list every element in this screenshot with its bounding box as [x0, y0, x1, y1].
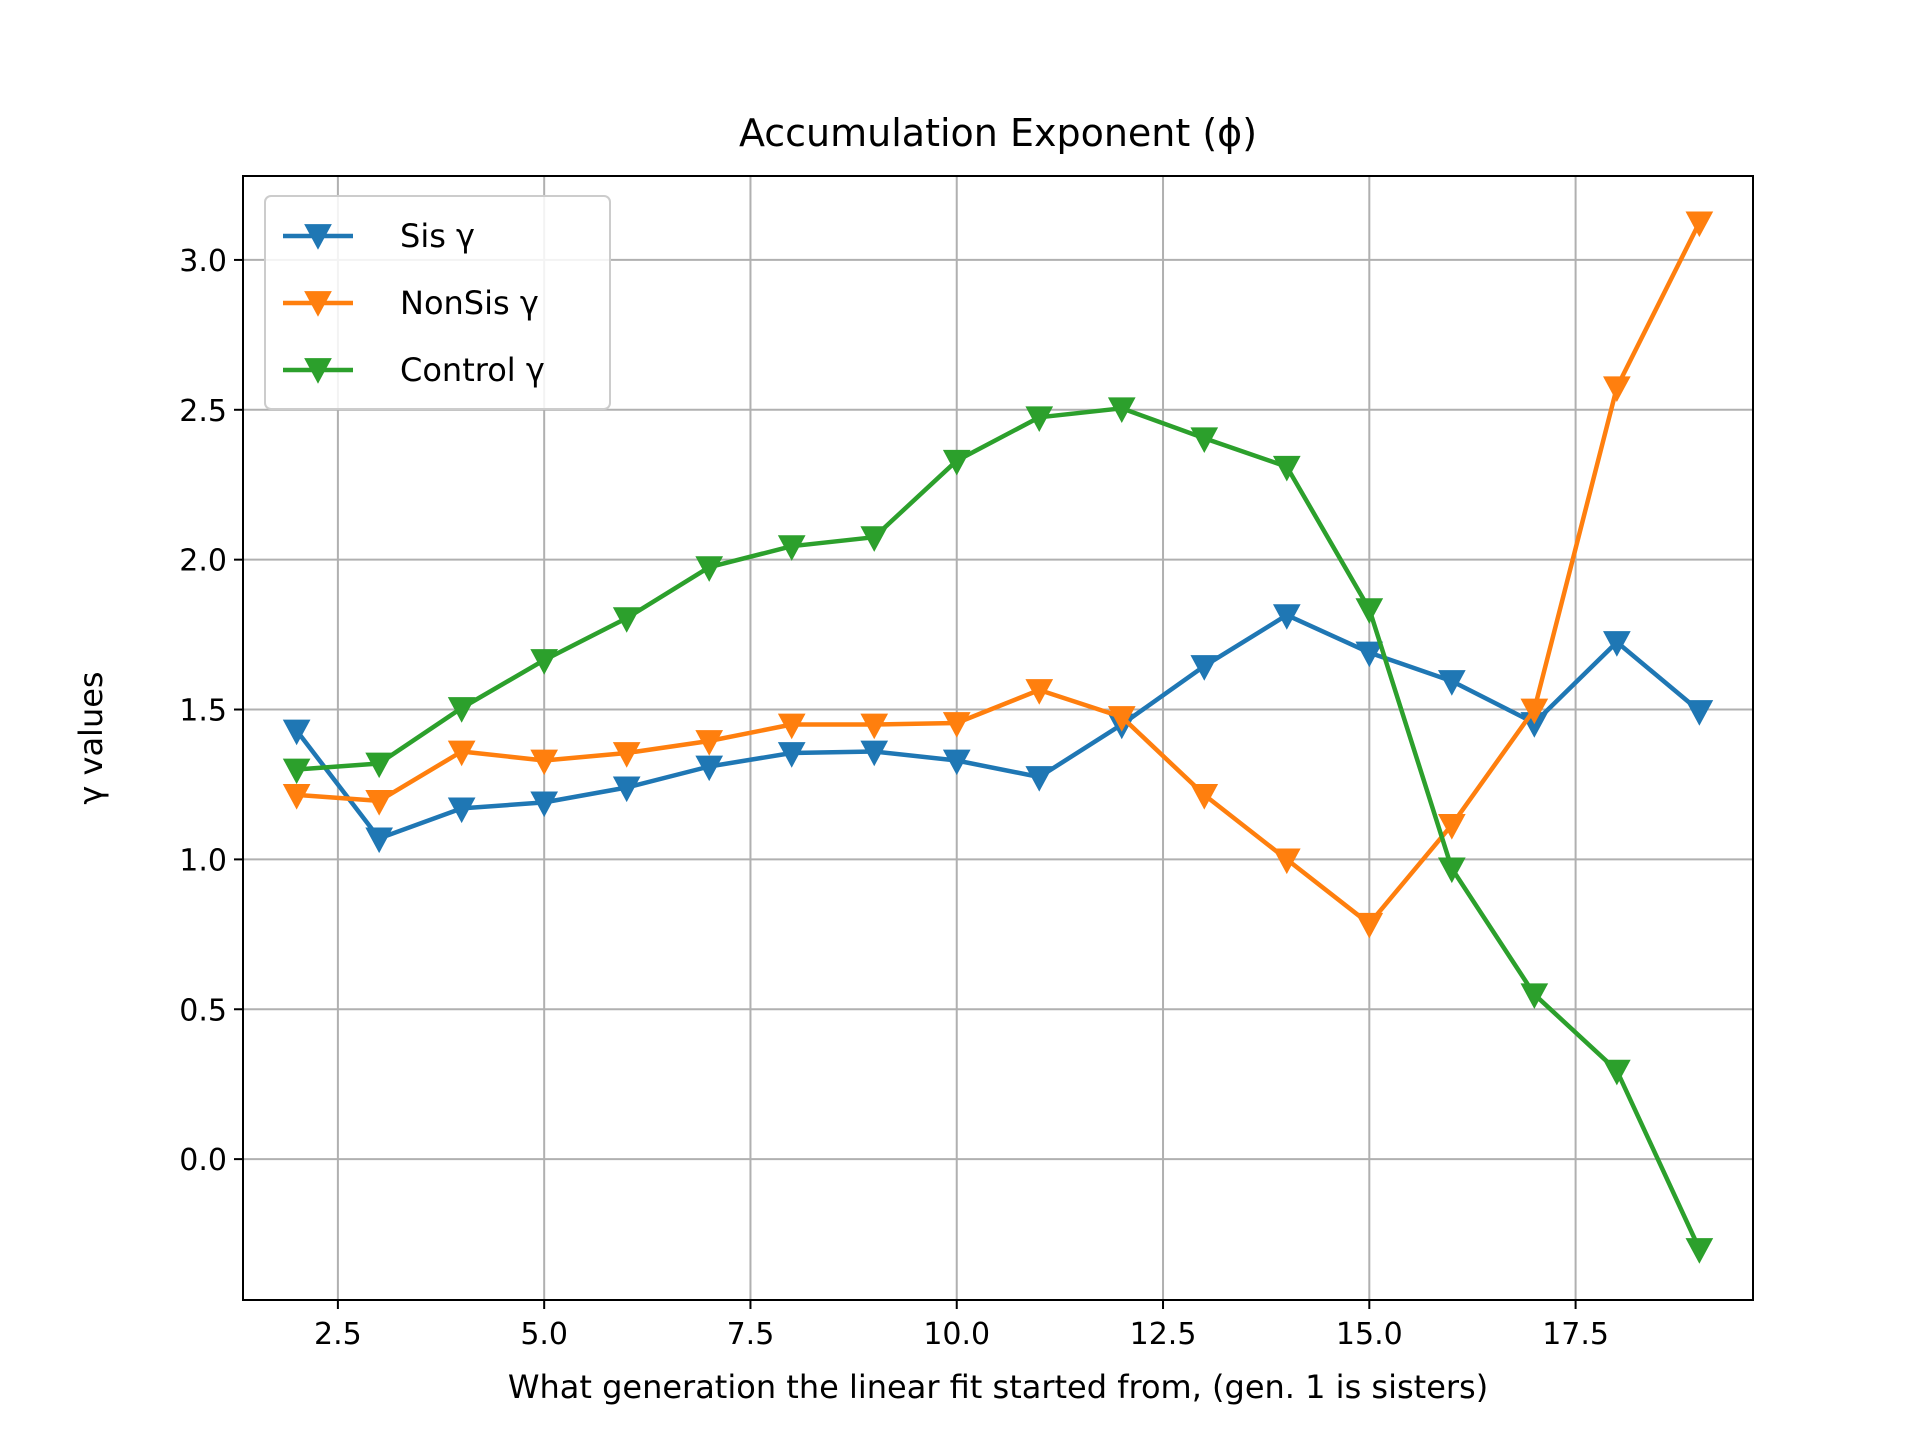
- x-tick-label: 15.0: [1336, 1317, 1403, 1352]
- data-point-marker: [1190, 427, 1219, 453]
- data-point-marker: [1685, 1238, 1714, 1264]
- plot-frame: [242, 175, 1754, 1301]
- series-2: [282, 211, 1714, 939]
- x-tick-label: 2.5: [314, 1317, 362, 1352]
- data-point-marker: [1272, 604, 1301, 630]
- y-tick-label: 1.0: [179, 843, 227, 878]
- data-point-marker: [530, 791, 559, 818]
- legend-marker: [304, 224, 332, 250]
- data-point-marker: [365, 790, 393, 816]
- data-point-marker: [282, 719, 311, 746]
- legend-marker: [304, 358, 332, 384]
- data-point-marker: [1355, 598, 1384, 624]
- data-point-marker: [695, 755, 724, 782]
- series-3: [282, 397, 1714, 1264]
- data-point-marker: [447, 740, 476, 767]
- y-tick-label: 0.5: [179, 993, 227, 1028]
- data-point-marker: [1272, 455, 1301, 482]
- data-point-marker: [447, 697, 476, 723]
- data-point-marker: [1355, 641, 1384, 668]
- data-point-marker: [365, 827, 393, 854]
- legend-label: Control γ: [400, 351, 545, 389]
- series-line: [294, 612, 1701, 841]
- data-point-marker: [282, 758, 311, 785]
- data-point-marker: [1520, 698, 1549, 725]
- data-point-marker: [1190, 655, 1219, 681]
- data-point-marker: [942, 712, 971, 738]
- data-point-marker: [1603, 1059, 1631, 1086]
- legend-box: [264, 195, 611, 410]
- data-point-marker: [612, 607, 641, 633]
- x-tick-label: 10.0: [923, 1317, 990, 1352]
- x-tick-label: 7.5: [727, 1317, 775, 1352]
- data-point-marker: [612, 776, 641, 803]
- data-point-marker: [860, 740, 889, 767]
- x-axis: 2.5 5.0 7.5 10.0 12.5 15.0 17.5: [314, 1300, 1609, 1352]
- data-point-marker: [777, 742, 806, 768]
- data-point-marker: [282, 784, 311, 810]
- data-point-marker: [695, 556, 724, 582]
- legend-item: Control γ: [283, 351, 545, 389]
- data-point-marker: [1025, 766, 1054, 792]
- data-point-marker: [1190, 784, 1219, 810]
- series-layer: [282, 211, 1714, 1264]
- x-tick-label: 5.0: [520, 1317, 568, 1352]
- x-axis-label: What generation the linear fit started f…: [508, 1368, 1488, 1406]
- data-point-marker: [1437, 814, 1466, 840]
- data-point-marker: [860, 526, 889, 552]
- x-tick-label: 17.5: [1542, 1317, 1609, 1352]
- data-point-marker: [1025, 679, 1054, 705]
- data-point-marker: [695, 730, 724, 756]
- data-point-marker: [1025, 406, 1054, 432]
- data-point-marker: [942, 749, 971, 776]
- data-point-marker: [1685, 700, 1714, 726]
- data-point-marker: [530, 749, 559, 776]
- data-point-marker: [365, 752, 393, 779]
- data-point-marker: [777, 713, 806, 740]
- y-axis: 0.0 0.5 1.0 1.5 2.0 2.5 3.0: [179, 244, 243, 1178]
- legend-marker: [304, 291, 332, 317]
- data-point-marker: [612, 742, 641, 768]
- data-point-marker: [1520, 983, 1549, 1009]
- data-point-marker: [1107, 397, 1136, 423]
- data-point-marker: [1355, 912, 1384, 939]
- legend-item: NonSis γ: [283, 284, 539, 322]
- series-line: [296, 406, 1702, 1250]
- data-point-marker: [1603, 631, 1631, 657]
- data-point-marker: [530, 649, 559, 675]
- data-point-marker: [1685, 211, 1714, 238]
- y-tick-label: 2.0: [179, 544, 227, 579]
- data-point-marker: [1603, 376, 1631, 403]
- data-point-marker: [1272, 848, 1301, 875]
- y-axis-label: γ values: [72, 671, 110, 804]
- data-point-marker: [1107, 706, 1136, 732]
- data-point-marker: [942, 449, 971, 476]
- data-point-marker: [860, 713, 889, 740]
- data-point-marker: [447, 797, 476, 824]
- data-point-marker: [1437, 670, 1466, 696]
- data-point-marker: [777, 535, 806, 561]
- legend-item: Sis γ: [283, 217, 475, 255]
- series-line: [296, 221, 1702, 927]
- chart-title: Accumulation Exponent (ϕ): [739, 111, 1257, 155]
- legend-label: Sis γ: [400, 217, 475, 255]
- y-tick-label: 0.0: [179, 1143, 227, 1178]
- legend-label: NonSis γ: [400, 284, 539, 322]
- y-tick-label: 1.5: [179, 694, 227, 729]
- grid: [243, 176, 1753, 1300]
- y-tick-label: 2.5: [179, 394, 227, 429]
- x-tick-label: 12.5: [1130, 1317, 1197, 1352]
- data-point-marker: [1437, 857, 1466, 884]
- legend: Sis γ NonSis γ Control γ: [264, 195, 611, 410]
- y-tick-label: 3.0: [179, 244, 227, 279]
